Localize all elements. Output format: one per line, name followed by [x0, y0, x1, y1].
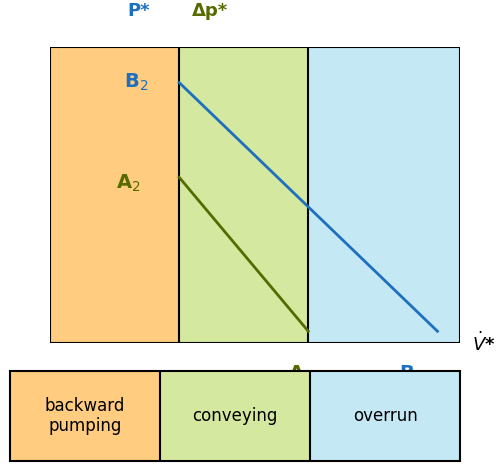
- Bar: [179, 47, 308, 343]
- Text: B$_1$: B$_1$: [398, 364, 423, 385]
- Bar: [160, 371, 310, 461]
- Text: backward
pumping: backward pumping: [45, 397, 125, 435]
- Text: Δp*: Δp*: [192, 2, 228, 20]
- Text: $\dot{V}$*: $\dot{V}$*: [472, 331, 496, 355]
- Bar: [310, 371, 460, 461]
- Text: conveying: conveying: [192, 407, 278, 425]
- Bar: [50, 47, 179, 343]
- Text: overrun: overrun: [352, 407, 418, 425]
- Text: P*: P*: [128, 2, 150, 20]
- Text: A$_2$: A$_2$: [116, 172, 140, 194]
- Bar: [308, 47, 460, 343]
- Bar: [10, 371, 160, 461]
- Text: B$_2$: B$_2$: [124, 72, 148, 93]
- Text: A$_1$: A$_1$: [288, 364, 312, 385]
